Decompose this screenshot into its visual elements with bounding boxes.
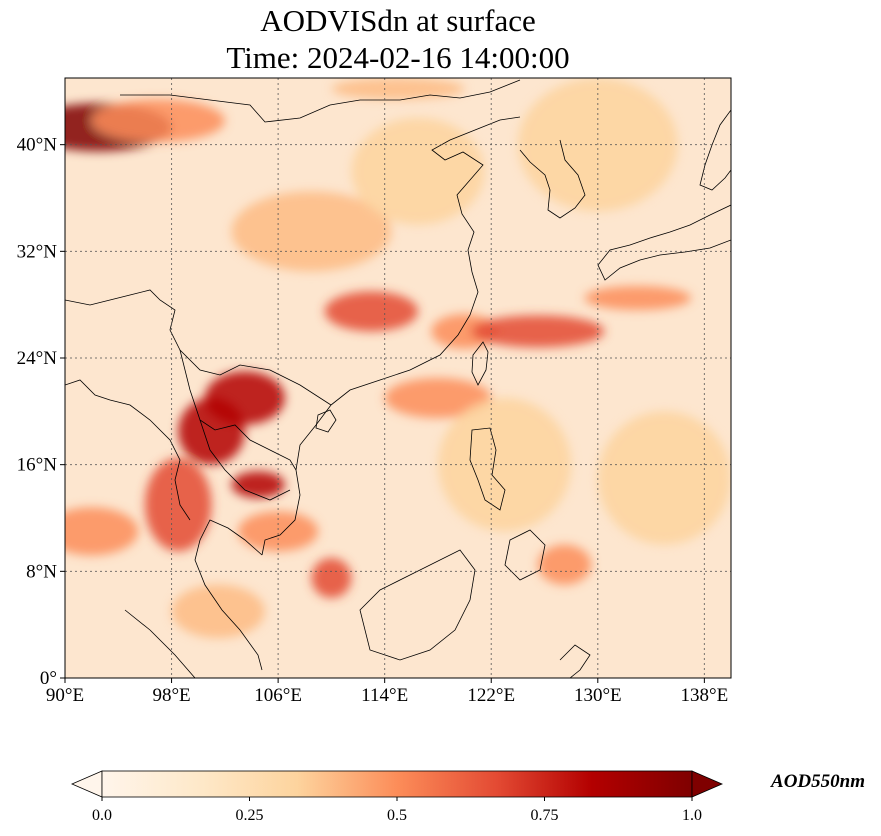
- map-title: AODVISdn at surface: [260, 3, 536, 38]
- aod-plume-2: [331, 78, 465, 100]
- map-frame: [64, 77, 732, 679]
- coast-mindanao: [504, 529, 546, 581]
- border-indochina: [179, 349, 297, 471]
- border-china-south: [65, 289, 332, 406]
- coast-vietnam: [261, 404, 332, 556]
- aod-plume-19: [171, 584, 265, 638]
- coast-taiwan: [471, 341, 489, 386]
- lon-tick-label: 106°E: [254, 685, 302, 706]
- coast-gulf-thailand: [194, 519, 263, 671]
- colorbar-ticks: 0.0 0.25 0.5 0.75 1.0: [92, 797, 702, 824]
- aod-plume-20: [597, 411, 731, 545]
- coast-sumatra: [124, 609, 196, 678]
- coast-korea: [519, 139, 586, 219]
- colorbar-gradient: [101, 770, 693, 798]
- map-subtitle-time: Time: 2024-02-16 14:00:00: [226, 40, 570, 75]
- coast-bay-bengal: [65, 379, 191, 521]
- aod-plume-14: [384, 378, 492, 418]
- lon-tick-label: 138°E: [681, 685, 729, 706]
- aod-plume-4: [178, 398, 245, 465]
- lon-tick-label: 122°E: [467, 685, 515, 706]
- aod-plume-7: [65, 507, 139, 556]
- lon-tick-label: 114°E: [361, 685, 408, 706]
- aod-plume-6: [144, 458, 212, 552]
- colorbar-tick-label: 0.5: [387, 807, 407, 824]
- colorbar-tick-label: 0.0: [92, 807, 112, 824]
- lat-tick-label: 24°N: [17, 348, 58, 369]
- border-thailand-cambodia: [199, 419, 291, 501]
- lat-tick-label: 16°N: [17, 455, 58, 476]
- colorbar-tick-label: 1.0: [682, 807, 702, 824]
- map-panel: 90°E 98°E 106°E 114°E 122°E 130°E 138°E 0° 8°N 1…: [17, 77, 732, 706]
- aod-plume-9: [311, 558, 352, 598]
- coast-sulawesi: [559, 644, 591, 678]
- aod-plume-13: [584, 286, 692, 310]
- aod-plume-8: [238, 511, 319, 552]
- coast-japan-north: [699, 109, 731, 191]
- colorbar-tick-label: 0.25: [236, 807, 264, 824]
- colorbar-tick-label: 0.75: [531, 807, 559, 824]
- latitude-ticks: 0° 8°N 16°N 24°N 32°N 40°N: [17, 135, 65, 689]
- lat-tick-label: 32°N: [17, 241, 58, 262]
- colorbar-extend-min: [70, 770, 103, 798]
- coast-hainan: [315, 409, 337, 433]
- lon-tick-label: 130°E: [574, 685, 622, 706]
- colorbar-extend-max: [691, 770, 724, 798]
- coast-luzon: [469, 427, 506, 511]
- colorbar-label: AOD550nm: [770, 771, 865, 792]
- aod-plume-1: [91, 99, 225, 142]
- lon-tick-label: 98°E: [152, 685, 190, 706]
- aod-plume-5: [231, 471, 285, 498]
- aod-plume-11: [431, 314, 498, 349]
- aod-plume-12: [471, 315, 605, 348]
- coast-mongolia-border: [120, 79, 521, 123]
- colorbar: 0.0 0.25 0.5 0.75 1.0 AOD550nm: [70, 770, 865, 824]
- lat-tick-label: 8°N: [26, 561, 57, 582]
- coast-borneo: [359, 549, 476, 661]
- longitude-ticks: 90°E 98°E 106°E 114°E 122°E 130°E 138°E: [46, 678, 728, 706]
- aod-plume-18: [437, 398, 572, 532]
- aod-plume-10: [324, 291, 418, 332]
- lat-tick-label: 40°N: [17, 135, 58, 156]
- aod-plume-15: [537, 544, 592, 585]
- lat-tick-label: 0°: [40, 668, 57, 689]
- lon-tick-label: 90°E: [46, 685, 84, 706]
